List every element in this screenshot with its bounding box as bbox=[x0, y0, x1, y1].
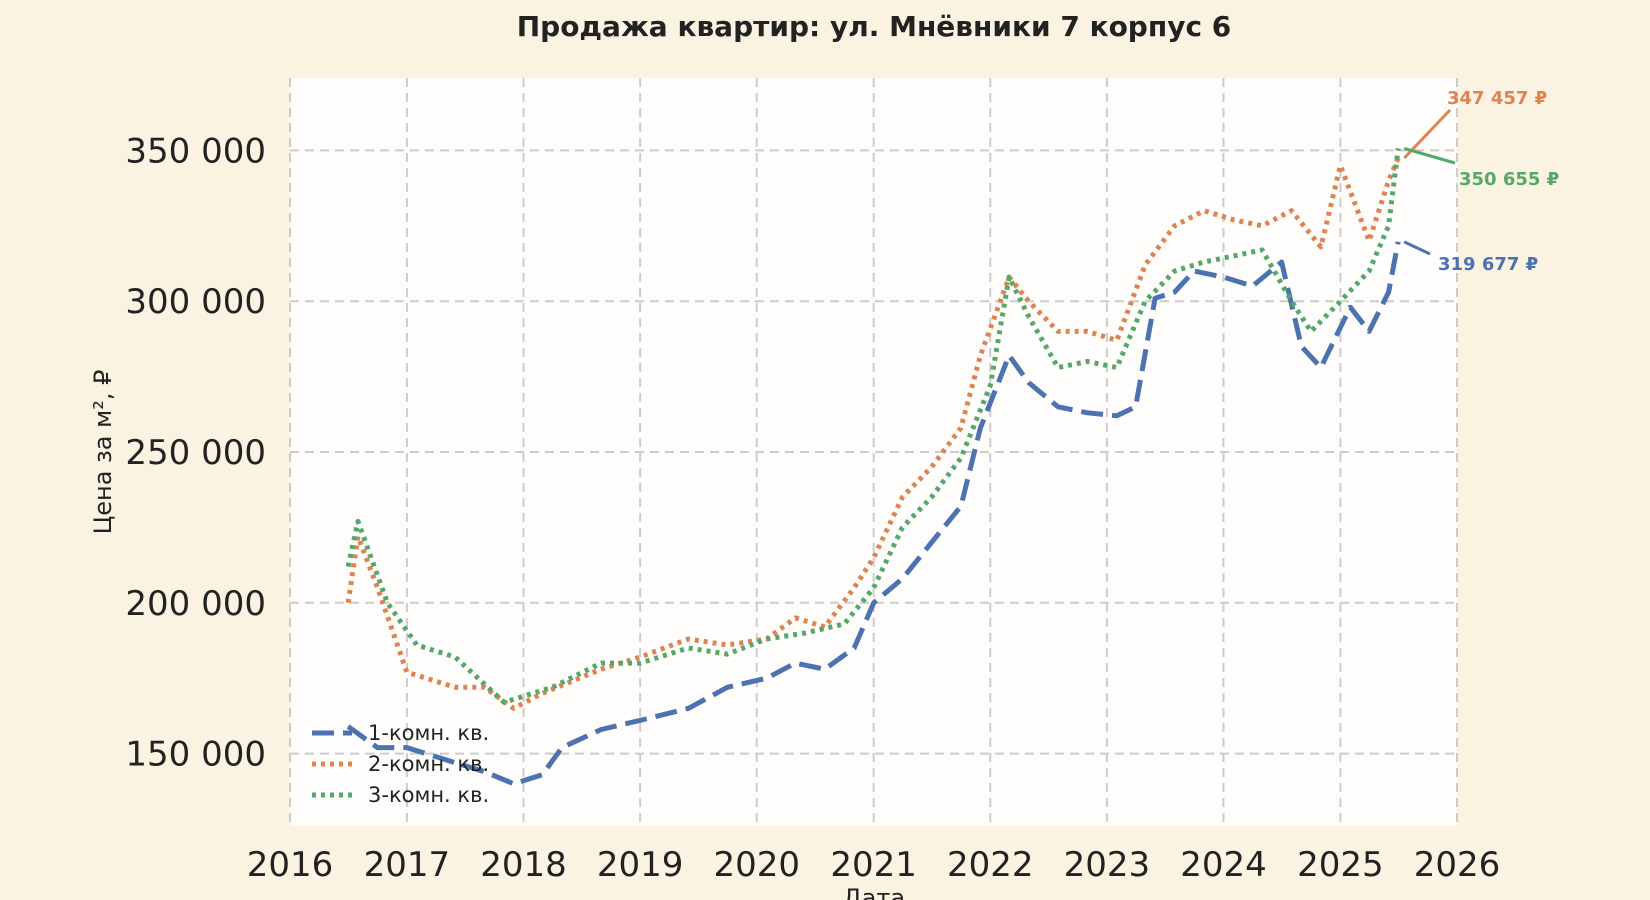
series-line-3 bbox=[345, 148, 1401, 705]
x-tick-label: 2026 bbox=[1414, 845, 1501, 885]
legend-label: 2-комн. кв. bbox=[368, 752, 489, 776]
x-tick-label: 2025 bbox=[1297, 845, 1384, 885]
legend-label: 3-комн. кв. bbox=[368, 783, 489, 807]
y-axis-label: Цена за м², ₽ bbox=[89, 370, 117, 535]
grid bbox=[289, 78, 1458, 826]
x-axis-label: Дата bbox=[843, 884, 905, 900]
x-tick-label: 2021 bbox=[830, 845, 917, 885]
series-line-1 bbox=[346, 241, 1401, 787]
series-group bbox=[345, 148, 1401, 787]
x-tick-label: 2016 bbox=[247, 845, 334, 885]
annotation-label: 350 655 ₽ bbox=[1459, 169, 1559, 190]
x-tick-label: 2024 bbox=[1180, 845, 1267, 885]
x-tick-label: 2017 bbox=[364, 845, 451, 885]
y-tick-label: 150 000 bbox=[125, 735, 266, 775]
x-tick-label: 2023 bbox=[1064, 845, 1151, 885]
y-tick-label: 350 000 bbox=[125, 131, 266, 171]
x-tick-label: 2018 bbox=[480, 845, 567, 885]
annotation-arrow bbox=[1403, 240, 1431, 256]
annotation-arrow bbox=[1403, 146, 1456, 165]
x-tick-label: 2019 bbox=[597, 845, 684, 885]
annotations: 347 457 ₽ 350 655 ₽ 319 677 ₽ bbox=[1403, 88, 1559, 275]
x-tick-labels: 2016 2017 2018 2019 2020 2021 2022 2023 2024 2025… bbox=[247, 845, 1501, 885]
x-tick-label: 2022 bbox=[947, 845, 1034, 885]
x-tick-label: 2020 bbox=[713, 845, 800, 885]
legend-label: 1-комн. кв. bbox=[368, 721, 489, 745]
chart-title: Продажа квартир: ул. Мнёвники 7 корпус 6 bbox=[517, 10, 1232, 43]
y-tick-label: 200 000 bbox=[125, 584, 266, 624]
legend: 1-комн. кв. 2-комн. кв. 3-комн. кв. bbox=[312, 721, 489, 807]
y-tick-label: 300 000 bbox=[125, 282, 266, 322]
series-line-2 bbox=[345, 157, 1401, 711]
annotation-label: 347 457 ₽ bbox=[1447, 88, 1547, 109]
y-tick-labels: 150 000 200 000 250 000 300 000 350 000 bbox=[125, 131, 266, 774]
y-tick-label: 250 000 bbox=[125, 433, 266, 473]
annotation-label: 319 677 ₽ bbox=[1438, 254, 1538, 275]
